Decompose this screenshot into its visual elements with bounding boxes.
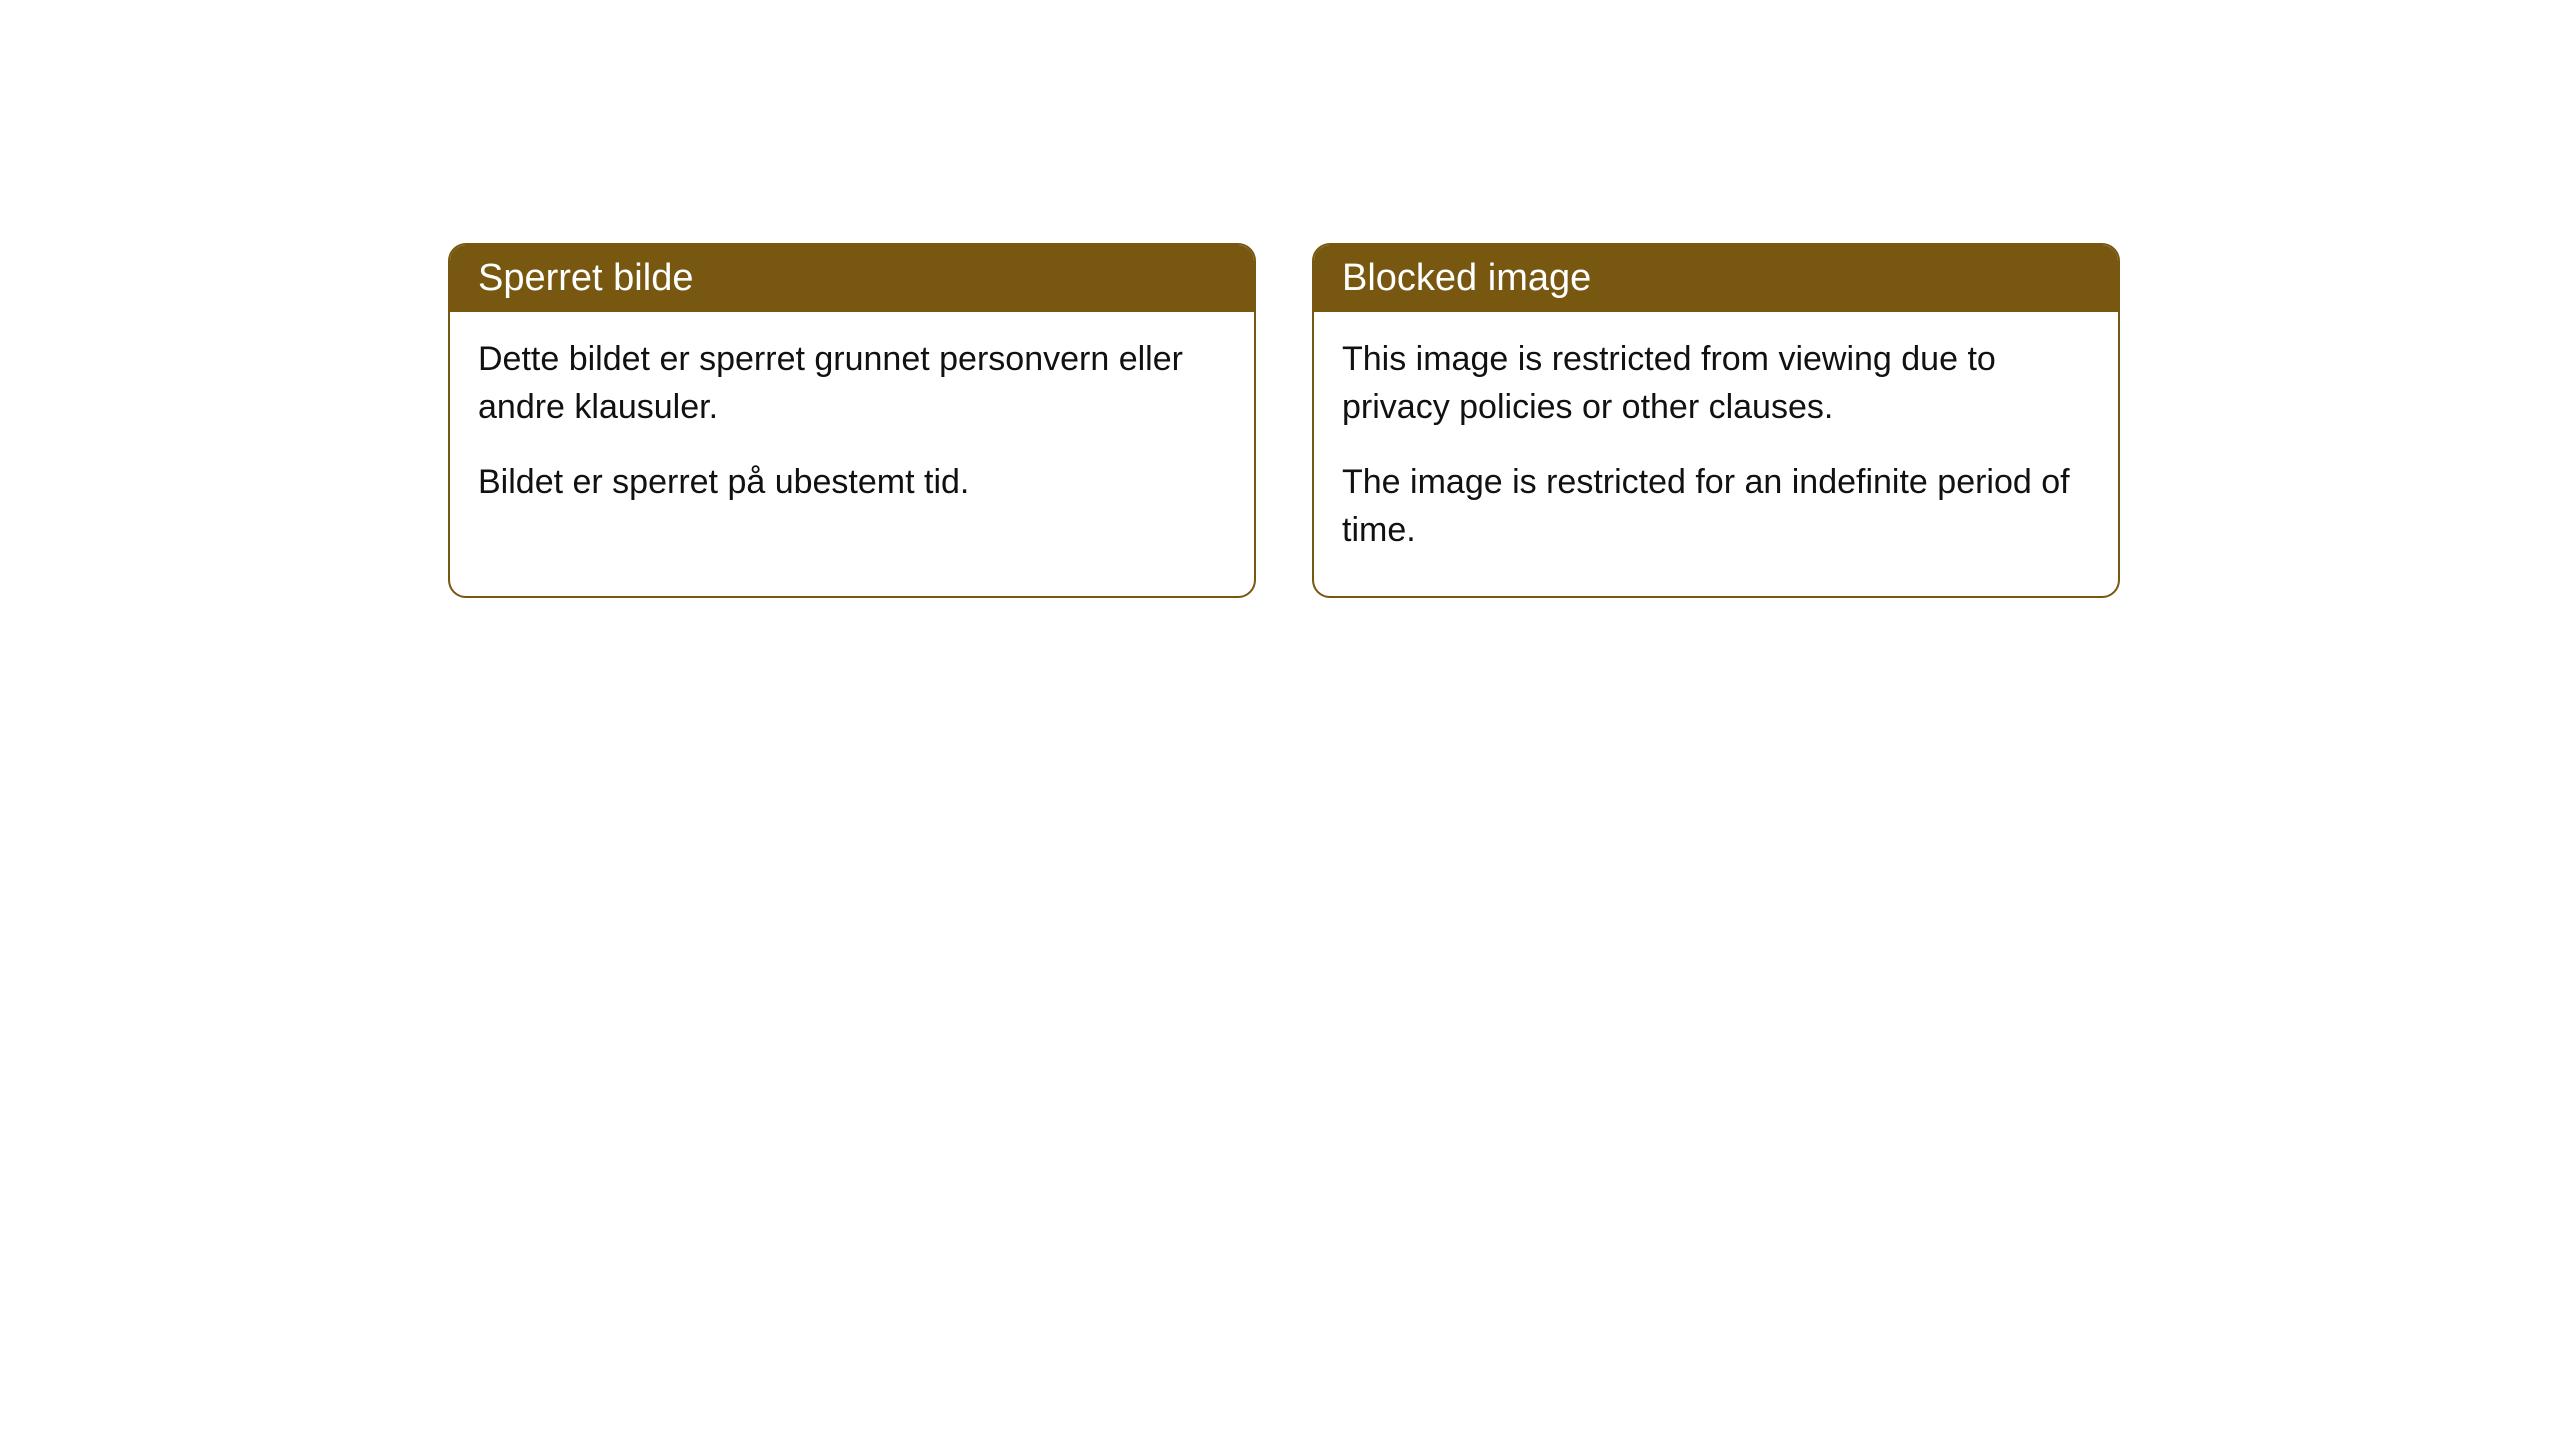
- card-title: Sperret bilde: [478, 257, 693, 299]
- card-title: Blocked image: [1342, 257, 1591, 299]
- notice-card-english: Blocked image This image is restricted f…: [1312, 243, 2120, 598]
- card-paragraph: Dette bildet er sperret grunnet personve…: [478, 336, 1226, 431]
- card-body: This image is restricted from viewing du…: [1314, 312, 2118, 596]
- notice-cards-container: Sperret bilde Dette bildet er sperret gr…: [448, 243, 2120, 598]
- notice-card-norwegian: Sperret bilde Dette bildet er sperret gr…: [448, 243, 1256, 598]
- card-body: Dette bildet er sperret grunnet personve…: [450, 312, 1254, 549]
- card-paragraph: The image is restricted for an indefinit…: [1342, 459, 2090, 554]
- card-header: Sperret bilde: [450, 245, 1254, 312]
- card-paragraph: Bildet er sperret på ubestemt tid.: [478, 459, 1226, 507]
- card-paragraph: This image is restricted from viewing du…: [1342, 336, 2090, 431]
- card-header: Blocked image: [1314, 245, 2118, 312]
